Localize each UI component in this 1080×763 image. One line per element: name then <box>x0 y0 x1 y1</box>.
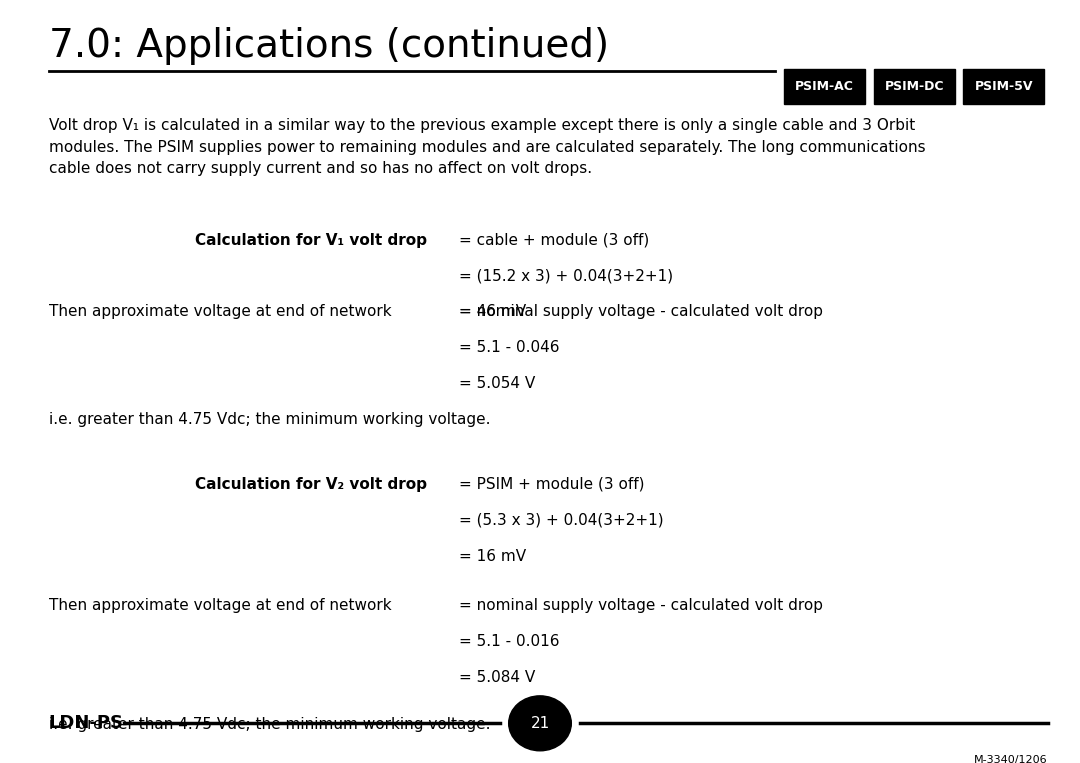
Text: PSIM-DC: PSIM-DC <box>885 79 944 93</box>
Text: M-3340/1206: M-3340/1206 <box>974 755 1048 763</box>
Text: Calculation for V₂ volt drop: Calculation for V₂ volt drop <box>194 477 427 492</box>
FancyBboxPatch shape <box>784 69 865 104</box>
Text: = PSIM + module (3 off): = PSIM + module (3 off) <box>459 477 645 492</box>
Text: i.e. greater than 4.75 Vdc; the minimum working voltage.: i.e. greater than 4.75 Vdc; the minimum … <box>49 717 490 732</box>
Text: = 5.1 - 0.046: = 5.1 - 0.046 <box>459 340 559 356</box>
Text: PSIM-5V: PSIM-5V <box>974 79 1034 93</box>
Text: LDN-PS: LDN-PS <box>49 714 123 732</box>
Text: Volt drop V₁ is calculated in a similar way to the previous example except there: Volt drop V₁ is calculated in a similar … <box>49 118 926 176</box>
Ellipse shape <box>509 696 571 751</box>
Point <box>494 719 507 728</box>
Text: Then approximate voltage at end of network: Then approximate voltage at end of netwo… <box>49 598 391 613</box>
Text: 7.0: Applications (continued): 7.0: Applications (continued) <box>49 27 609 65</box>
Text: = (5.3 x 3) + 0.04(3+2+1): = (5.3 x 3) + 0.04(3+2+1) <box>459 513 663 528</box>
Point <box>769 66 782 76</box>
Point <box>42 66 55 76</box>
Text: = 5.054 V: = 5.054 V <box>459 376 536 391</box>
Text: Calculation for V₁ volt drop: Calculation for V₁ volt drop <box>194 233 427 248</box>
Point <box>573 719 586 728</box>
Text: i.e. greater than 4.75 Vdc; the minimum working voltage.: i.e. greater than 4.75 Vdc; the minimum … <box>49 412 490 427</box>
Text: = cable + module (3 off): = cable + module (3 off) <box>459 233 649 248</box>
Text: = 5.084 V: = 5.084 V <box>459 670 536 685</box>
Text: = 46 mV: = 46 mV <box>459 304 526 320</box>
Text: Then approximate voltage at end of network: Then approximate voltage at end of netwo… <box>49 304 391 320</box>
Text: = nominal supply voltage - calculated volt drop: = nominal supply voltage - calculated vo… <box>459 304 823 320</box>
Text: = 5.1 - 0.016: = 5.1 - 0.016 <box>459 634 559 649</box>
Point <box>118 719 131 728</box>
Text: = 16 mV: = 16 mV <box>459 549 526 564</box>
FancyBboxPatch shape <box>963 69 1044 104</box>
FancyBboxPatch shape <box>874 69 955 104</box>
Text: = nominal supply voltage - calculated volt drop: = nominal supply voltage - calculated vo… <box>459 598 823 613</box>
Point <box>1041 719 1054 728</box>
Text: 21: 21 <box>530 716 550 731</box>
Text: PSIM-AC: PSIM-AC <box>795 79 854 93</box>
Text: = (15.2 x 3) + 0.04(3+2+1): = (15.2 x 3) + 0.04(3+2+1) <box>459 269 673 284</box>
